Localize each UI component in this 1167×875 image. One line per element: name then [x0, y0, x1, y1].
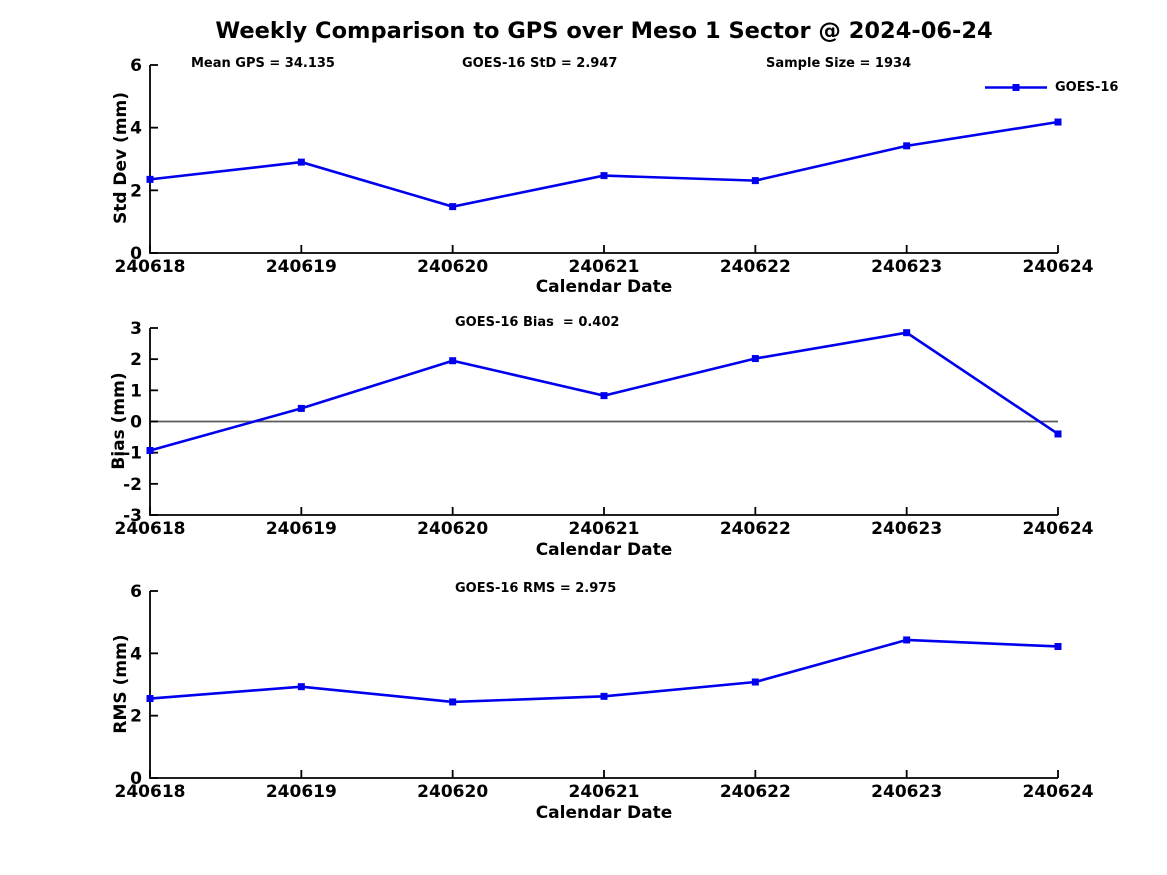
x-tick-label: 240619	[266, 519, 337, 539]
data-point-marker	[903, 142, 911, 150]
y-tick-label: -3	[123, 506, 142, 526]
x-tick-label: 240620	[417, 519, 488, 539]
data-point-marker	[449, 698, 457, 706]
x-tick-label: 240618	[115, 519, 186, 539]
y-tick-label: 6	[130, 56, 142, 76]
y-tick-label: -2	[123, 475, 142, 495]
x-tick-label: 240623	[871, 519, 942, 539]
axis-spines	[149, 65, 1058, 254]
x-axis-label-calendar-date-1: Calendar Date	[535, 277, 673, 297]
x-tick-label: 240619	[266, 782, 337, 802]
y-tick-label: 4	[130, 644, 142, 664]
annotation-mean-gps: Mean GPS = 34.135	[191, 56, 335, 71]
y-tick-label: 2	[130, 707, 142, 727]
data-point-marker	[297, 404, 305, 412]
data-point-marker	[600, 392, 608, 400]
x-tick-label: 240618	[115, 257, 186, 277]
data-point-marker	[449, 203, 457, 211]
data-point-marker	[146, 446, 154, 454]
data-point-marker	[751, 678, 759, 686]
y-tick-label: 1	[130, 381, 142, 401]
series-line-goes-16	[149, 331, 1059, 452]
y-axis-label-rms: RMS (mm)	[111, 634, 131, 734]
x-axis-label-calendar-date-2: Calendar Date	[535, 540, 673, 560]
series-line-goes-16	[149, 638, 1059, 704]
x-tick-label: 240624	[1023, 519, 1094, 539]
x-tick-label: 240620	[417, 782, 488, 802]
x-tick-label: 240624	[1023, 257, 1094, 277]
legend-label: GOES-16	[1055, 80, 1119, 95]
subplot-rms: 0 2 4 6 240618 240619 240620 240621 240622 240623…	[115, 582, 1094, 802]
x-tick-label: 240620	[417, 257, 488, 277]
x-tick-label: 240621	[569, 782, 640, 802]
series-line-goes-16	[149, 120, 1059, 208]
x-tick-label: 240618	[115, 782, 186, 802]
x-tick-label: 240622	[720, 782, 791, 802]
axis-spines	[149, 591, 1058, 779]
legend-line-marker-icon	[985, 84, 1047, 91]
data-point-marker	[600, 692, 608, 700]
x-tick-label: 240622	[720, 257, 791, 277]
x-tick-label: 240622	[720, 519, 791, 539]
y-tick-label: -1	[123, 444, 142, 464]
figure-title: Weekly Comparison to GPS over Meso 1 Sec…	[215, 18, 993, 44]
subplot-std-dev: 0 2 4 6 240618 240619 240620 240621 240622 240623…	[115, 56, 1094, 277]
data-point-marker	[600, 172, 608, 180]
data-point-marker	[1054, 118, 1062, 126]
data-point-marker	[751, 355, 759, 363]
data-point-marker	[1054, 642, 1062, 650]
y-tick-label: 6	[130, 582, 142, 602]
data-point-marker	[297, 683, 305, 691]
x-tick-label: 240623	[871, 257, 942, 277]
x-tick-label: 240621	[569, 257, 640, 277]
data-point-marker	[1054, 430, 1062, 438]
data-point-marker	[903, 636, 911, 644]
annotation-goes16-bias: GOES-16 Bias = 0.402	[455, 315, 620, 330]
x-tick-label: 240619	[266, 257, 337, 277]
y-tick-label: 2	[130, 350, 142, 370]
x-tick-label: 240621	[569, 519, 640, 539]
annotation-goes16-std: GOES-16 StD = 2.947	[462, 56, 618, 71]
x-tick-label: 240623	[871, 782, 942, 802]
x-tick-label: 240624	[1023, 782, 1094, 802]
y-tick-label: 4	[130, 119, 142, 139]
data-point-marker	[146, 695, 154, 703]
y-tick-label: 0	[130, 769, 142, 789]
y-tick-label: 0	[130, 413, 142, 433]
y-tick-label: 2	[130, 181, 142, 201]
annotation-goes16-rms: GOES-16 RMS = 2.975	[455, 581, 617, 596]
data-point-marker	[297, 158, 305, 166]
y-axis-label-bias: Bias (mm)	[109, 372, 129, 470]
y-tick-label: 3	[130, 319, 142, 339]
data-point-marker	[903, 329, 911, 337]
legend: GOES-16	[985, 80, 1118, 95]
data-point-marker	[146, 175, 154, 183]
x-axis-label-calendar-date-3: Calendar Date	[535, 803, 673, 823]
data-point-marker	[449, 357, 457, 365]
y-tick-label: 0	[130, 244, 142, 264]
annotation-sample-size: Sample Size = 1934	[766, 56, 912, 71]
data-point-marker	[751, 177, 759, 185]
y-axis-label-std-dev: Std Dev (mm)	[111, 91, 131, 225]
